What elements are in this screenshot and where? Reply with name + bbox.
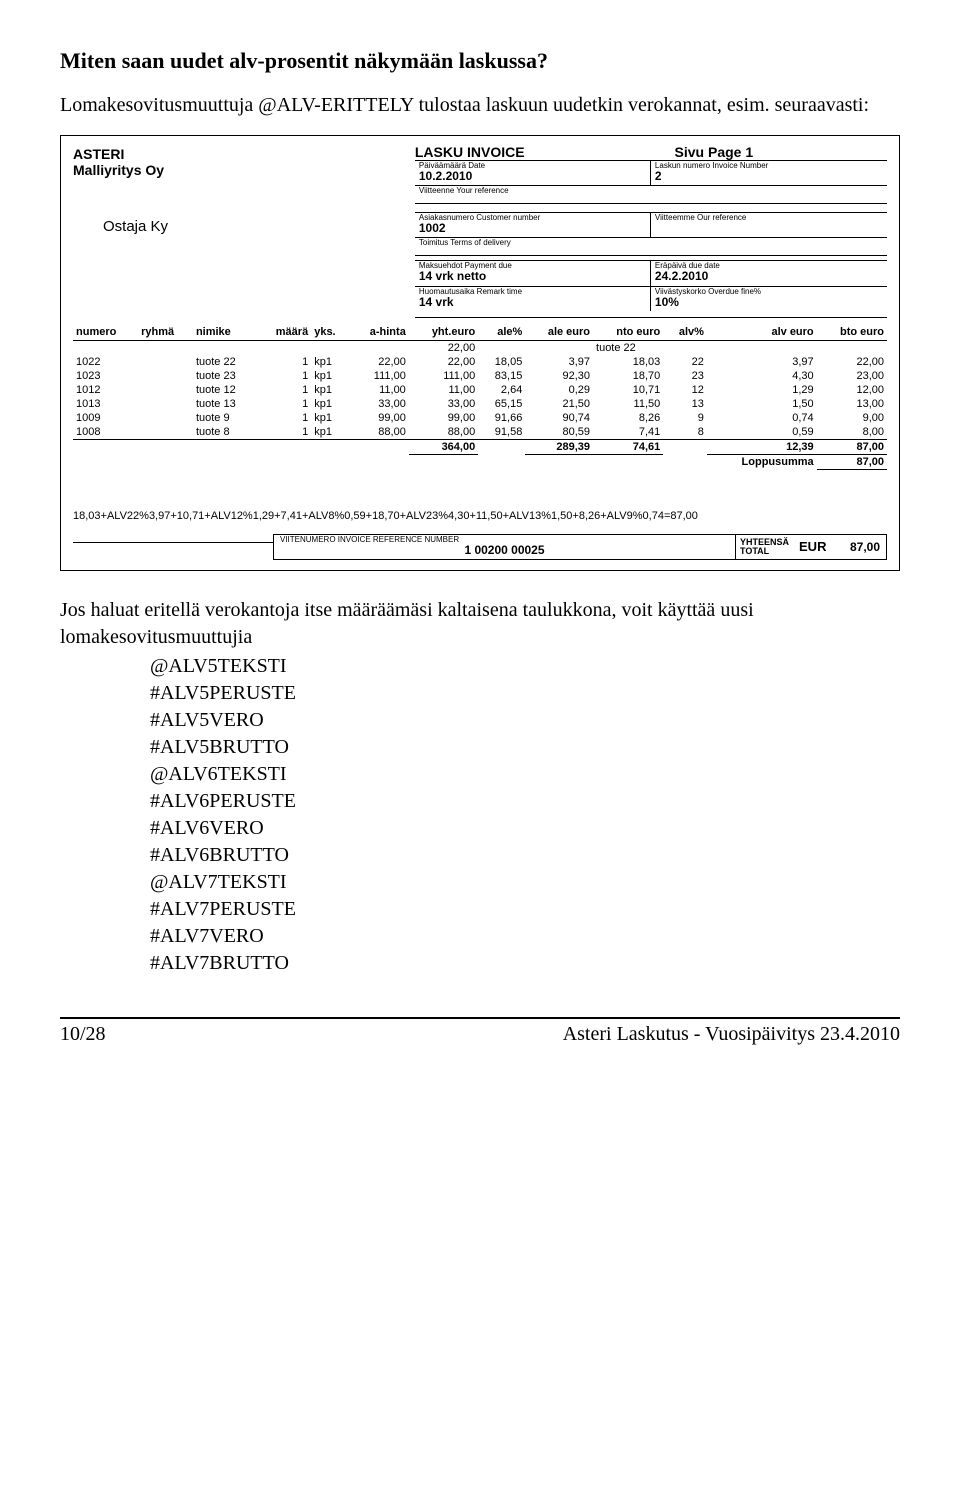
meta-overdue-label: Viivästyskorko Overdue fine%	[655, 287, 883, 296]
company-name-line1: ASTERI	[73, 146, 415, 162]
col-ahinta: a-hinta	[350, 324, 409, 341]
meta-ourref-label: Viitteemme Our reference	[655, 213, 883, 222]
items-header-row: numero ryhmä nimike määrä yks. a-hinta y…	[73, 324, 887, 341]
meta-delivery-label: Toimitus Terms of delivery	[419, 238, 883, 247]
intro-paragraph: Lomakesovitusmuuttuja @ALV-ERITTELY tulo…	[60, 92, 900, 119]
table-row: 1012tuote 121kp111,0011,002,640,2910,711…	[73, 383, 887, 397]
col-numero: numero	[73, 324, 138, 341]
variable-item: #ALV6PERUSTE	[150, 788, 900, 815]
table-row: 1009tuote 91kp199,0099,0091,6690,748,269…	[73, 411, 887, 425]
col-aleeuro: ale euro	[525, 324, 593, 341]
meta-duedate-value: 24.2.2010	[655, 270, 883, 283]
col-alveuro: alv euro	[707, 324, 817, 341]
col-ryhma: ryhmä	[138, 324, 193, 341]
col-yks: yks.	[311, 324, 350, 341]
col-nimike: nimike	[193, 324, 257, 341]
invoice-items-table: numero ryhmä nimike määrä yks. a-hinta y…	[73, 324, 887, 470]
prerow-yht: 22,00	[409, 340, 478, 355]
buyer-name: Ostaja Ky	[103, 218, 415, 235]
meta-overdue-value: 10%	[655, 296, 883, 309]
prerow-name: tuote 22	[593, 340, 887, 355]
variable-item: #ALV7PERUSTE	[150, 896, 900, 923]
variable-item: #ALV5PERUSTE	[150, 680, 900, 707]
variable-item: @ALV6TEKSTI	[150, 761, 900, 788]
variable-item: #ALV7BRUTTO	[150, 950, 900, 977]
meta-payterms-value: 14 vrk netto	[419, 270, 646, 283]
reference-number-box: VIITENUMERO INVOICE REFERENCE NUMBER 1 0…	[273, 534, 736, 560]
variable-item: #ALV7VERO	[150, 923, 900, 950]
table-row: 1022tuote 221kp122,0022,0018,053,9718,03…	[73, 355, 887, 369]
variable-item: #ALV5VERO	[150, 707, 900, 734]
footer-left-rule	[73, 542, 273, 560]
variable-item: @ALV5TEKSTI	[150, 653, 900, 680]
meta-invno-label: Laskun numero Invoice Number	[655, 161, 883, 170]
footer-page-number: 10/28	[60, 1023, 106, 1046]
meta-invno-value: 2	[655, 170, 883, 183]
col-alvpct: alv%	[663, 324, 707, 341]
meta-custno-label: Asiakasnumero Customer number	[419, 213, 646, 222]
col-alepct: ale%	[478, 324, 525, 341]
below-paragraph: Jos haluat eritellä verokantoja itse mää…	[60, 597, 900, 651]
loppusumma-row: Loppusumma87,00	[73, 454, 887, 469]
col-ntoeuro: nto euro	[593, 324, 663, 341]
reference-value: 1 00200 00025	[280, 544, 729, 557]
total-currency: EUR	[793, 539, 832, 554]
meta-custno-value: 1002	[419, 222, 646, 235]
meta-date-value: 10.2.2010	[419, 170, 646, 183]
table-row: 1008tuote 81kp188,0088,0091,5880,597,418…	[73, 425, 887, 440]
col-maara: määrä	[257, 324, 311, 341]
meta-yourref-label: Viitteenne Your reference	[419, 186, 883, 195]
total-amount: 87,00	[850, 540, 886, 554]
invoice-page: Sivu Page 1	[675, 144, 887, 160]
invoice-preview: ASTERI Malliyritys Oy Ostaja Ky LASKU IN…	[60, 135, 900, 571]
items-pre-row: 22,00 tuote 22	[73, 340, 887, 355]
alv-calc-line: 18,03+ALV22%3,97+10,71+ALV12%1,29+7,41+A…	[73, 510, 887, 522]
table-row: 1013tuote 131kp133,0033,0065,1521,5011,5…	[73, 397, 887, 411]
table-row: 1023tuote 231kp1111,00111,0083,1592,3018…	[73, 369, 887, 383]
total-box: YHTEENSÄ TOTAL EUR 87,00	[736, 534, 887, 560]
variable-item: #ALV6BRUTTO	[150, 842, 900, 869]
variable-item: #ALV6VERO	[150, 815, 900, 842]
total-label-2: TOTAL	[740, 547, 789, 556]
col-yhteuro: yht.euro	[409, 324, 478, 341]
variable-item: #ALV5BRUTTO	[150, 734, 900, 761]
variable-list: @ALV5TEKSTI#ALV5PERUSTE#ALV5VERO#ALV5BRU…	[150, 653, 900, 977]
variable-item: @ALV7TEKSTI	[150, 869, 900, 896]
col-btoeuro: bto euro	[817, 324, 887, 341]
meta-remark-value: 14 vrk	[419, 296, 646, 309]
sums-row: 364,00289,3974,6112,3987,00	[73, 439, 887, 454]
page-heading: Miten saan uudet alv-prosentit näkymään …	[60, 48, 900, 74]
invoice-title: LASKU INVOICE	[415, 144, 675, 160]
footer-product-version: Asteri Laskutus - Vuosipäivitys 23.4.201…	[563, 1023, 900, 1046]
company-name-line2: Malliyritys Oy	[73, 162, 415, 178]
